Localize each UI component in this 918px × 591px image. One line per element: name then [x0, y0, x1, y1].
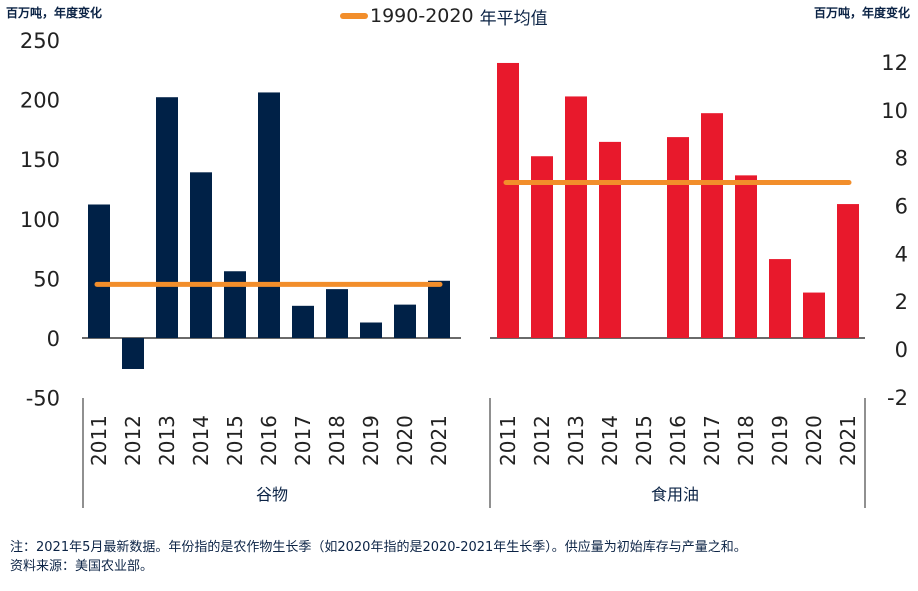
bar-2011 — [88, 204, 110, 338]
bar-2017 — [292, 305, 314, 338]
legend: 1990-2020 年平均值 — [340, 4, 548, 29]
source-note: 资料来源：美国农业部。 — [10, 559, 154, 574]
category-tick-label: 2014 — [189, 415, 213, 466]
category-tick-label: 2017 — [291, 415, 315, 466]
bar-2015 — [224, 271, 246, 338]
bar-2016 — [667, 137, 689, 338]
bar-chart: 250 200 150 100 50 0 -50 12 10 8 6 4 2 0 -2 2011 2012 201… — [20, 29, 908, 508]
category-tick-label: 2019 — [359, 415, 383, 466]
category-tick-label: 2018 — [325, 415, 349, 466]
category-tick-label: 2015 — [632, 415, 656, 466]
bar-2017 — [701, 113, 723, 338]
right-axis-tick-label: 6 — [895, 195, 908, 219]
bar-2011 — [497, 62, 519, 338]
left-axis-unit-label: 百万吨，年度变化 — [6, 6, 103, 20]
category-tick-label: 2020 — [393, 415, 417, 466]
category-tick-label: 2013 — [564, 415, 588, 466]
category-tick-label: 2019 — [768, 415, 792, 466]
category-tick-label: 2021 — [427, 415, 451, 466]
category-tick-label: 2011 — [496, 415, 520, 466]
category-tick-label: 2018 — [734, 415, 758, 466]
legend-label-average: 年平均值 — [479, 8, 548, 29]
bar-2019 — [360, 322, 382, 338]
right-axis-tick-label: 4 — [895, 242, 908, 266]
right-axis-tick-label: -2 — [887, 386, 908, 410]
left-axis-tick-label: 50 — [33, 267, 60, 291]
bar-2014 — [599, 141, 621, 338]
left-axis-tick-label: 0 — [47, 327, 60, 351]
right-axis-tick-label: 8 — [895, 147, 908, 171]
category-tick-label: 2012 — [121, 415, 145, 466]
bar-2018 — [735, 175, 757, 338]
group-label: 食用油 — [651, 485, 699, 504]
bar-2020 — [394, 304, 416, 338]
category-tick-label: 2020 — [802, 415, 826, 466]
bar-2013 — [156, 97, 178, 338]
bar-2021 — [428, 280, 450, 338]
left-axis-tick-label: -50 — [26, 387, 60, 411]
group-label: 谷物 — [256, 485, 288, 504]
bar-2018 — [326, 289, 348, 338]
category-tick-label: 2016 — [257, 415, 281, 466]
category-tick-label: 2012 — [530, 415, 554, 466]
bar-2012 — [122, 338, 144, 369]
bar-2013 — [565, 96, 587, 338]
category-tick-label: 2021 — [836, 415, 860, 466]
legend-label-years: 1990-2020 — [370, 5, 474, 27]
right-axis-unit-label: 百万吨，年度变化 — [813, 6, 910, 20]
category-tick-label: 2017 — [700, 415, 724, 466]
left-axis-tick-label: 100 — [20, 208, 60, 232]
right-axis-tick-label: 0 — [895, 338, 908, 362]
left-axis-tick-label: 200 — [20, 89, 60, 113]
bar-2016 — [258, 92, 280, 338]
category-tick-label: 2011 — [87, 415, 111, 466]
bar-2020 — [803, 292, 825, 338]
category-tick-label: 2014 — [598, 415, 622, 466]
bar-2019 — [769, 259, 791, 338]
category-tick-label: 2015 — [223, 415, 247, 466]
right-axis-tick-label: 12 — [881, 51, 908, 75]
bar-2014 — [190, 172, 212, 338]
bar-2021 — [837, 204, 859, 338]
footnote: 注：2021年5月最新数据。年份指的是农作物生长季（如2020年指的是2020-… — [10, 540, 747, 555]
legend-average-line-swatch — [340, 13, 368, 19]
bar-2012 — [531, 156, 553, 338]
category-tick-label: 2016 — [666, 415, 690, 466]
category-tick-label: 2013 — [155, 415, 179, 466]
left-axis-tick-label: 250 — [20, 29, 60, 53]
left-axis-tick-label: 150 — [20, 148, 60, 172]
right-axis-tick-label: 10 — [881, 99, 908, 123]
right-axis-tick-label: 2 — [895, 290, 908, 314]
